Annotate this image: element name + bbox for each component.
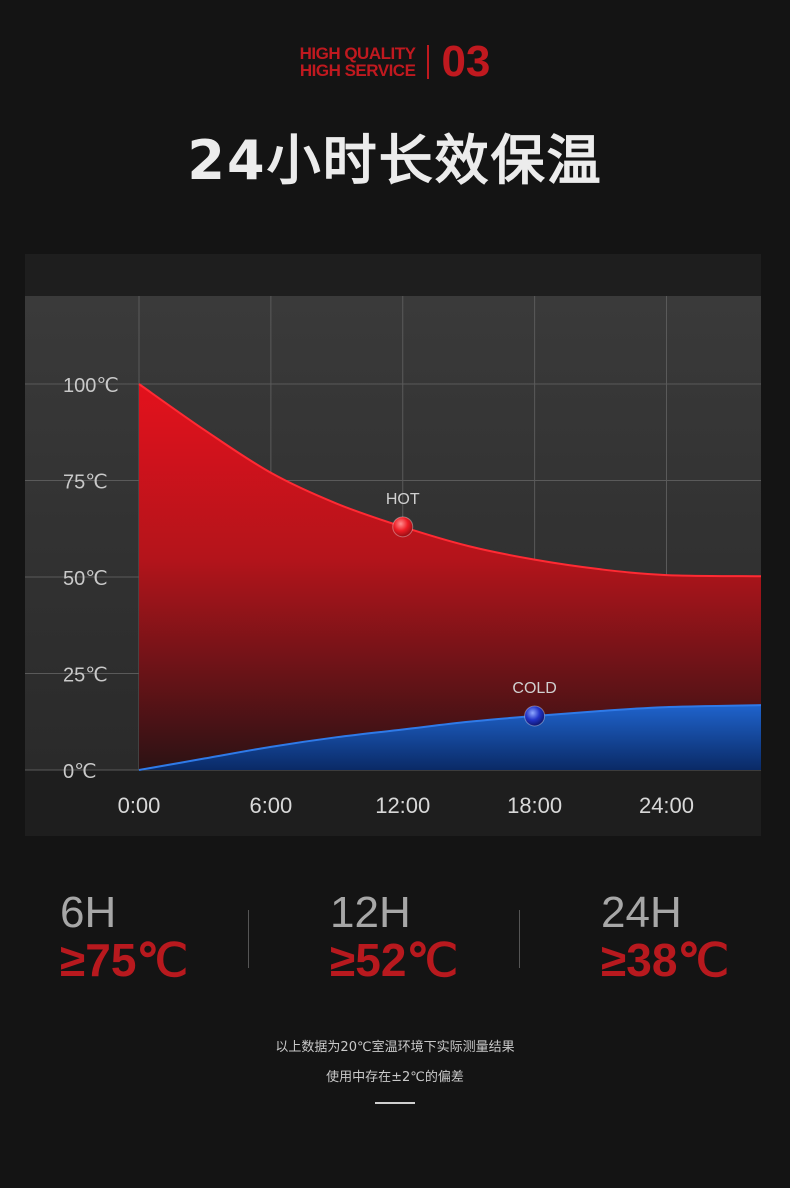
y-tick-label: 75℃ bbox=[63, 472, 108, 494]
y-tick-label: 50℃ bbox=[63, 568, 108, 590]
series-area-cold bbox=[139, 705, 761, 770]
stat-temp: ≥52℃ bbox=[330, 934, 459, 986]
stat-divider bbox=[248, 910, 249, 968]
x-tick-label: 0:00 bbox=[118, 793, 161, 818]
stat-hours: 24H bbox=[601, 888, 682, 937]
section-badge: HIGH QUALITY HIGH SERVICE 03 bbox=[0, 40, 790, 84]
series-markers: HOT COLD bbox=[386, 491, 557, 727]
marker-cold bbox=[524, 705, 546, 727]
x-tick-label: 18:00 bbox=[507, 793, 562, 818]
marker-label-hot: HOT bbox=[386, 491, 420, 508]
retention-stats: 6H ≥75℃ 12H ≥52℃ 24H ≥38℃ bbox=[0, 890, 790, 990]
stat-temp: ≥38℃ bbox=[601, 934, 730, 986]
series-areas bbox=[138, 383, 761, 771]
badge-number: 03 bbox=[441, 37, 491, 86]
y-tick-label: 25℃ bbox=[63, 665, 108, 687]
badge-text: HIGH QUALITY HIGH SERVICE bbox=[300, 45, 416, 79]
series-line-cold bbox=[138, 704, 761, 771]
axis-labels: 100℃ 75℃ 50℃ 25℃ 0℃ 0:00 6:00 12:00 18:00 24:00 bbox=[63, 375, 694, 818]
note-line-1: 以上数据为20℃室温环境下实际测量结果 bbox=[275, 1040, 515, 1055]
stat-12h: 12H ≥52℃ bbox=[330, 890, 458, 990]
x-tick-label: 24:00 bbox=[639, 793, 694, 818]
x-tick-label: 12:00 bbox=[375, 793, 430, 818]
stat-divider bbox=[519, 910, 520, 968]
note-line-2: 使用中存在±2℃的偏差 bbox=[326, 1070, 464, 1085]
page-title: 24小时长效保温 bbox=[187, 129, 603, 192]
x-tick-label: 6:00 bbox=[249, 793, 292, 818]
badge-line-service: HIGH SERVICE bbox=[299, 61, 416, 80]
series-line-hot bbox=[138, 383, 761, 578]
stat-6h: 6H ≥75℃ bbox=[60, 890, 188, 990]
series-area-hot bbox=[139, 384, 761, 770]
badge-divider bbox=[427, 45, 430, 79]
marker-hot bbox=[392, 516, 414, 538]
y-tick-label: 100℃ bbox=[63, 375, 119, 397]
temperature-chart: 100℃ 75℃ 50℃ 25℃ 0℃ 0:00 6:00 12:00 18:00 24:00 H… bbox=[25, 254, 761, 836]
y-tick-label: 0℃ bbox=[63, 761, 97, 783]
stat-hours: 6H bbox=[60, 888, 117, 937]
stat-hours: 12H bbox=[330, 888, 411, 937]
bottom-rule bbox=[375, 1102, 415, 1104]
stat-24h: 24H ≥38℃ bbox=[601, 890, 729, 990]
stat-temp: ≥75℃ bbox=[60, 934, 189, 986]
badge-line-quality: HIGH QUALITY bbox=[299, 44, 416, 63]
chart-canvas: 100℃ 75℃ 50℃ 25℃ 0℃ 0:00 6:00 12:00 18:00 24:00 H… bbox=[25, 296, 761, 818]
marker-label-cold: COLD bbox=[512, 680, 556, 697]
